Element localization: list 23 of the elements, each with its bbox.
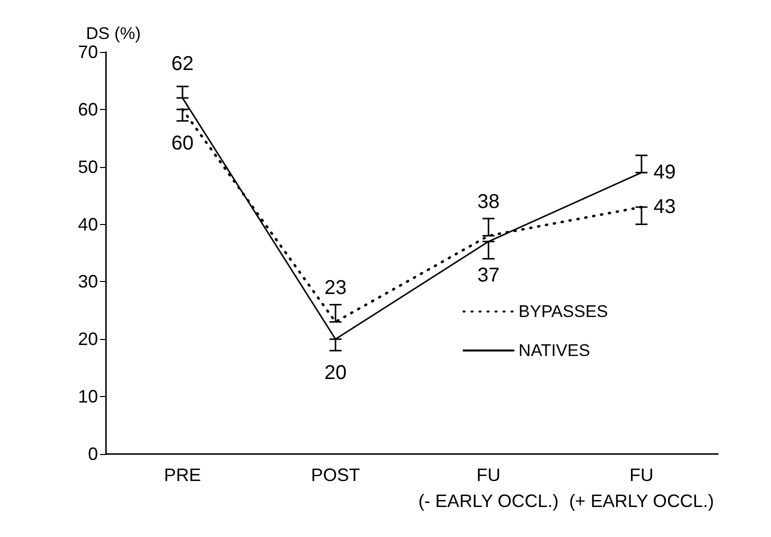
y-tick-label: 30 xyxy=(78,272,98,292)
legend-label: BYPASSES xyxy=(518,302,608,321)
y-tick-label: 0 xyxy=(88,444,98,464)
y-tick-label: 60 xyxy=(78,99,98,120)
y-tick-label: 10 xyxy=(78,386,98,407)
data-label: 20 xyxy=(324,362,347,384)
data-label: 43 xyxy=(654,196,676,218)
data-label: 23 xyxy=(324,276,347,299)
data-label: 37 xyxy=(477,264,500,287)
legend-label: NATIVES xyxy=(518,341,590,360)
x-tick-label: POST xyxy=(310,465,360,485)
y-tick-label: 20 xyxy=(78,329,98,350)
y-tick-label: 50 xyxy=(78,156,98,177)
x-tick-label: PRE xyxy=(164,465,202,485)
x-tick-label: FU (- EARLY OCCL.) xyxy=(418,465,559,511)
data-label: 49 xyxy=(654,162,676,184)
y-tick-label: 70 xyxy=(78,42,98,62)
data-label: 38 xyxy=(477,190,500,213)
y-tick-label: 40 xyxy=(78,214,98,234)
x-tick-label: FU (+ EARLY OCCL.) xyxy=(569,465,714,511)
data-label: 62 xyxy=(171,52,194,75)
y-axis-title: DS (%) xyxy=(86,24,141,43)
data-label: 60 xyxy=(171,132,194,154)
